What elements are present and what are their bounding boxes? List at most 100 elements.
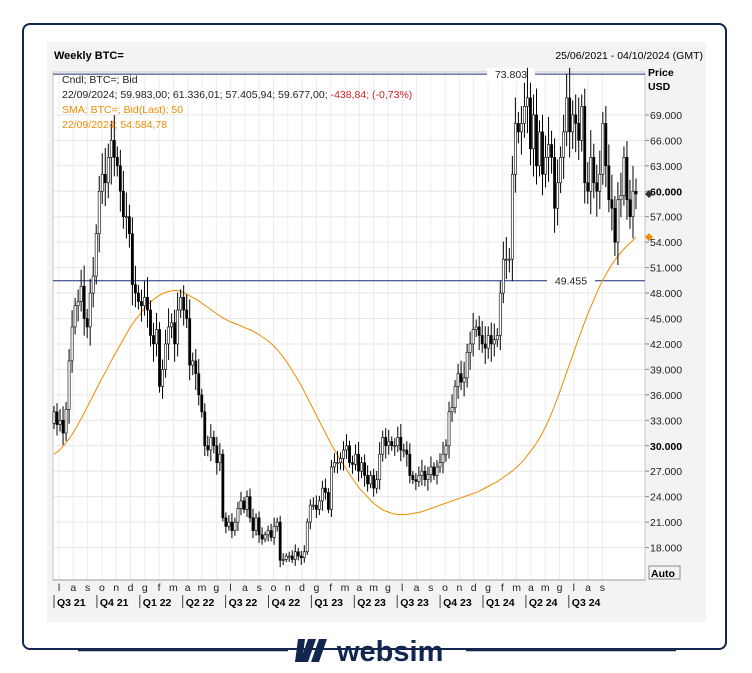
x-tick-label: g bbox=[485, 582, 491, 594]
quarter-label: Q2 23 bbox=[357, 597, 386, 609]
candle-body bbox=[85, 318, 89, 328]
y-tick-label: 45.000 bbox=[650, 314, 682, 326]
candle-body bbox=[173, 322, 177, 345]
horizontal-lines: 73.803 49.455 bbox=[53, 68, 645, 288]
candle-body bbox=[429, 466, 433, 475]
legend-sma: SMA; BTC=; Bid(Last); 50 bbox=[62, 104, 183, 116]
candle-body bbox=[541, 131, 544, 175]
candle-body bbox=[227, 521, 231, 527]
candle-body bbox=[529, 97, 532, 150]
candle-body bbox=[127, 216, 131, 234]
candle-body bbox=[378, 453, 382, 480]
x-tick-label: a bbox=[414, 582, 420, 594]
candle-body bbox=[305, 521, 309, 553]
candle-body bbox=[164, 343, 167, 370]
x-tick-label: n bbox=[456, 582, 462, 594]
candle-body bbox=[366, 475, 370, 485]
candle-body bbox=[94, 233, 98, 277]
plot-area bbox=[52, 71, 646, 581]
date-range: 25/06/2021 - 04/10/2024 (GMT) bbox=[555, 50, 703, 62]
candle-body bbox=[601, 123, 605, 175]
candle-body bbox=[402, 449, 406, 452]
candle-body bbox=[61, 419, 65, 434]
candle-body bbox=[507, 258, 511, 261]
candle-body bbox=[489, 335, 493, 345]
candle-body bbox=[523, 106, 526, 124]
y-tick-label: 66.000 bbox=[650, 135, 682, 147]
candle-body bbox=[302, 551, 306, 559]
candle-body bbox=[631, 190, 635, 218]
candle-body bbox=[185, 309, 189, 319]
candle-body bbox=[417, 475, 421, 482]
candle-body bbox=[179, 296, 183, 311]
candle-body bbox=[64, 408, 68, 434]
candle-body bbox=[115, 157, 119, 167]
candle-body bbox=[510, 173, 514, 260]
candle-body bbox=[483, 343, 487, 349]
candle-body bbox=[625, 157, 629, 201]
candle-body bbox=[459, 373, 463, 383]
candle-body bbox=[492, 339, 496, 345]
candle-body bbox=[224, 517, 228, 527]
websim-mark-icon bbox=[295, 639, 327, 662]
websim-logo: websim bbox=[78, 636, 676, 668]
candle-body bbox=[547, 144, 550, 158]
candle-body bbox=[396, 436, 400, 447]
candle-body bbox=[73, 305, 77, 328]
x-tick-label: o bbox=[442, 582, 448, 594]
candle-body bbox=[610, 199, 614, 209]
quarter-label: Q3 23 bbox=[400, 597, 429, 609]
candle-body bbox=[149, 309, 152, 336]
candle-body bbox=[70, 326, 74, 362]
candle-body bbox=[426, 474, 430, 480]
x-tick-label: a bbox=[585, 582, 591, 594]
candle-body bbox=[565, 97, 569, 133]
candle-body bbox=[553, 157, 556, 209]
x-tick-label: n bbox=[285, 582, 291, 594]
candle-body bbox=[634, 190, 638, 195]
candle-body bbox=[167, 326, 170, 345]
candle-body bbox=[450, 407, 454, 413]
quarter-label: Q1 23 bbox=[314, 597, 343, 609]
y-tick-label: 27.000 bbox=[650, 466, 682, 478]
x-tick-label: s bbox=[257, 582, 262, 594]
candle-body bbox=[432, 466, 436, 476]
candle-body bbox=[197, 373, 201, 396]
candle-body bbox=[176, 309, 180, 345]
x-tick-label: g bbox=[313, 582, 319, 594]
reference-line-label: 73.803 bbox=[495, 69, 527, 81]
candle-body bbox=[622, 157, 626, 196]
quarter-label: Q4 21 bbox=[100, 597, 129, 609]
candles-layer bbox=[52, 67, 638, 568]
sma-layer bbox=[53, 236, 637, 515]
candle-body bbox=[535, 114, 538, 167]
reference-line-label-bg bbox=[547, 274, 595, 287]
candle-body bbox=[266, 530, 270, 536]
x-axis: l a s o n d g f m a m g l a s o n d g f m a m g l a s o n d g f m a m g l a sQ… bbox=[53, 579, 645, 609]
candle-body bbox=[140, 301, 143, 307]
candle-body bbox=[583, 106, 587, 184]
candle-body bbox=[333, 462, 336, 468]
candle-body bbox=[613, 207, 617, 243]
candle-body bbox=[468, 343, 472, 353]
auto-scale-button-frame[interactable] bbox=[648, 565, 681, 580]
candle-body bbox=[369, 475, 373, 485]
candle-body bbox=[619, 195, 623, 201]
auto-scale-button[interactable]: Auto bbox=[651, 568, 675, 580]
y-tick-label: 18.000 bbox=[650, 543, 682, 555]
candle-body bbox=[357, 453, 360, 472]
candle-body bbox=[411, 475, 415, 480]
candle-body bbox=[182, 296, 186, 311]
candle-body bbox=[100, 173, 104, 192]
candle-body bbox=[230, 521, 234, 531]
x-tick-label: l bbox=[573, 582, 575, 594]
x-tick-label: d bbox=[128, 582, 134, 594]
candle-body bbox=[465, 352, 469, 379]
x-tick-label: f bbox=[329, 582, 332, 594]
candle-body bbox=[137, 292, 140, 302]
y-tick-label: 51.000 bbox=[650, 263, 682, 275]
candle-body bbox=[91, 275, 95, 294]
legend-series: Cndl; BTC=; Bid bbox=[62, 74, 138, 86]
candle-body bbox=[269, 530, 273, 538]
candle-body bbox=[299, 555, 303, 559]
